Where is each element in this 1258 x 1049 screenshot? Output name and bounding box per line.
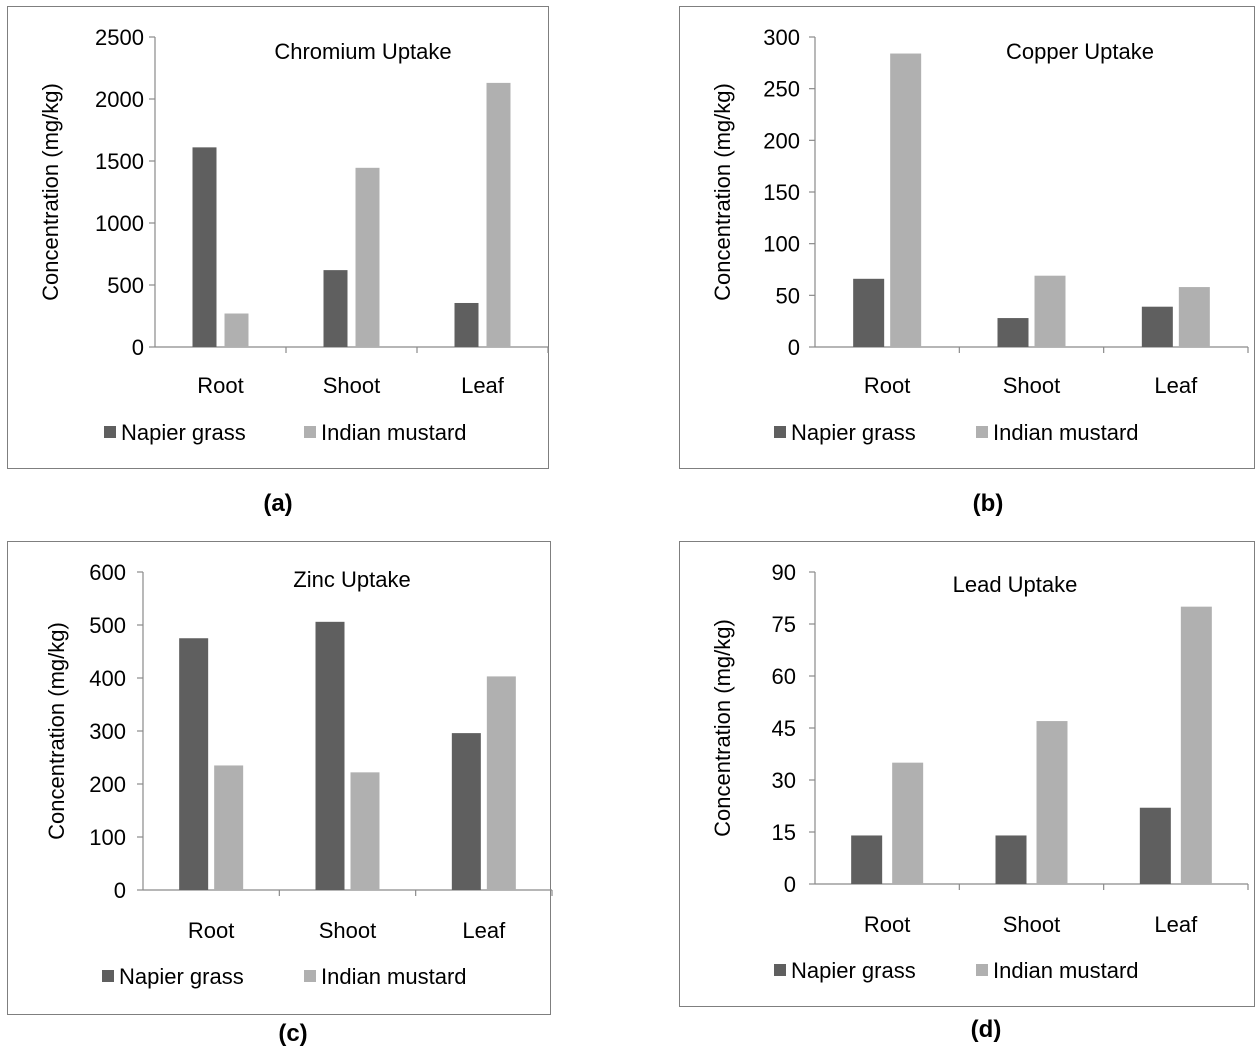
legend-label-napier-grass: Napier grass [791,420,916,445]
y-tick-label: 400 [89,666,126,691]
y-tick-label: 0 [114,878,126,903]
chart-title: Copper Uptake [1006,39,1154,64]
legend-label-napier-grass: Napier grass [119,964,244,989]
y-tick-label: 30 [772,768,796,793]
y-tick-label: 100 [763,232,800,257]
legend-label-napier-grass: Napier grass [121,420,246,445]
category-label-root: Root [188,918,234,943]
y-tick-label: 300 [763,25,800,50]
y-axis-label: Concentration (mg/kg) [710,619,735,837]
bar-napier-grass-leaf [451,733,481,890]
legend-swatch-indian-mustard [976,964,988,976]
category-label-shoot: Shoot [323,373,381,398]
y-tick-label: 15 [772,820,796,845]
y-tick-label: 2000 [95,87,144,112]
category-label-leaf: Leaf [462,918,506,943]
chart-svg-zinc: Zinc Uptake 0 100 200 300 400 500 600 Concentrat… [44,560,553,989]
bar-napier-grass-shoot [323,270,348,347]
category-label-shoot: Shoot [1003,912,1061,937]
y-tick-label: 600 [89,560,126,585]
category-label-shoot: Shoot [319,918,377,943]
bar-indian-mustard-root [892,762,924,884]
chart-panel-lead: Lead Uptake 0 15 30 45 60 75 90 Concentration (m… [679,541,1255,1007]
legend-label-napier-grass: Napier grass [791,958,916,983]
legend-label-indian-mustard: Indian mustard [321,420,467,445]
y-tick-label: 300 [89,719,126,744]
bar-napier-grass-root [192,147,217,347]
bar-indian-mustard-leaf [486,676,516,890]
y-tick-label: 1000 [95,211,144,236]
chart-title: Chromium Uptake [274,39,451,64]
category-label-root: Root [864,373,910,398]
y-tick-label: 100 [89,825,126,850]
legend-label-indian-mustard: Indian mustard [321,964,467,989]
y-tick-label: 90 [772,560,796,585]
y-tick-label: 0 [132,335,144,360]
category-label-leaf: Leaf [1154,373,1198,398]
y-axis-label: Concentration (mg/kg) [38,83,63,301]
legend-swatch-napier-grass [774,426,786,438]
y-tick-label: 200 [763,128,800,153]
bar-indian-mustard-leaf [1178,287,1210,347]
bar-indian-mustard-leaf [1180,606,1212,884]
chart-svg-lead: Lead Uptake 0 15 30 45 60 75 90 Concentration (m… [710,560,1249,983]
y-tick-label: 0 [788,335,800,360]
y-tick-label: 500 [89,613,126,638]
y-tick-label: 250 [763,77,800,102]
legend-swatch-indian-mustard [304,426,316,438]
y-tick-label: 150 [763,180,800,205]
y-tick-label: 0 [784,872,796,897]
chart-svg-chromium: Chromium Uptake 0 500 1000 1500 2000 2500 Conce… [38,25,549,445]
legend-swatch-napier-grass [102,970,114,982]
bar-napier-grass-root [853,278,885,347]
y-tick-label: 50 [776,283,800,308]
chart-panel-zinc: Zinc Uptake 0 100 200 300 400 500 600 Concentrat… [7,541,553,1015]
caption-b: (b) [972,490,1004,517]
bar-napier-grass-leaf [1141,306,1173,347]
chart-title: Zinc Uptake [293,567,410,592]
legend-label-indian-mustard: Indian mustard [993,958,1139,983]
caption-a: (a) [263,490,293,517]
caption-c: (c) [278,1020,308,1047]
chart-title: Lead Uptake [953,572,1078,597]
chart-panel-copper: Copper Uptake 0 50 100 150 200 250 300 Concentra… [679,6,1255,469]
bar-napier-grass-root [851,835,883,884]
chart-panel-chromium: Chromium Uptake 0 500 1000 1500 2000 2500 Conce… [7,6,549,469]
legend-swatch-napier-grass [774,964,786,976]
category-label-root: Root [864,912,910,937]
legend-swatch-napier-grass [104,426,116,438]
legend-label-indian-mustard: Indian mustard [993,420,1139,445]
chart-svg-copper: Copper Uptake 0 50 100 150 200 250 300 Concentra… [710,25,1249,445]
y-tick-label: 200 [89,772,126,797]
bar-napier-grass-shoot [995,835,1027,884]
bar-indian-mustard-shoot [350,772,380,890]
y-axis-label: Concentration (mg/kg) [710,83,735,301]
category-label-root: Root [197,373,243,398]
y-tick-label: 75 [772,612,796,637]
bar-indian-mustard-shoot [355,167,380,347]
bar-indian-mustard-shoot [1034,275,1066,347]
legend-swatch-indian-mustard [304,970,316,982]
bar-napier-grass-leaf [454,302,479,347]
y-tick-label: 60 [772,664,796,689]
y-tick-label: 1500 [95,149,144,174]
category-label-shoot: Shoot [1003,373,1061,398]
legend-swatch-indian-mustard [976,426,988,438]
y-tick-label: 45 [772,716,796,741]
bar-napier-grass-shoot [315,621,345,890]
bar-indian-mustard-root [890,53,922,348]
bar-indian-mustard-root [214,765,244,890]
bar-indian-mustard-shoot [1036,721,1068,884]
category-label-leaf: Leaf [461,373,505,398]
y-axis-label: Concentration (mg/kg) [44,622,69,840]
bar-napier-grass-leaf [1139,807,1171,884]
y-tick-label: 2500 [95,25,144,50]
bar-napier-grass-root [179,638,209,890]
bar-indian-mustard-root [224,313,249,347]
bar-napier-grass-shoot [997,318,1029,347]
caption-d: (d) [970,1016,1002,1043]
bar-indian-mustard-leaf [486,82,511,347]
category-label-leaf: Leaf [1154,912,1198,937]
y-tick-label: 500 [107,273,144,298]
